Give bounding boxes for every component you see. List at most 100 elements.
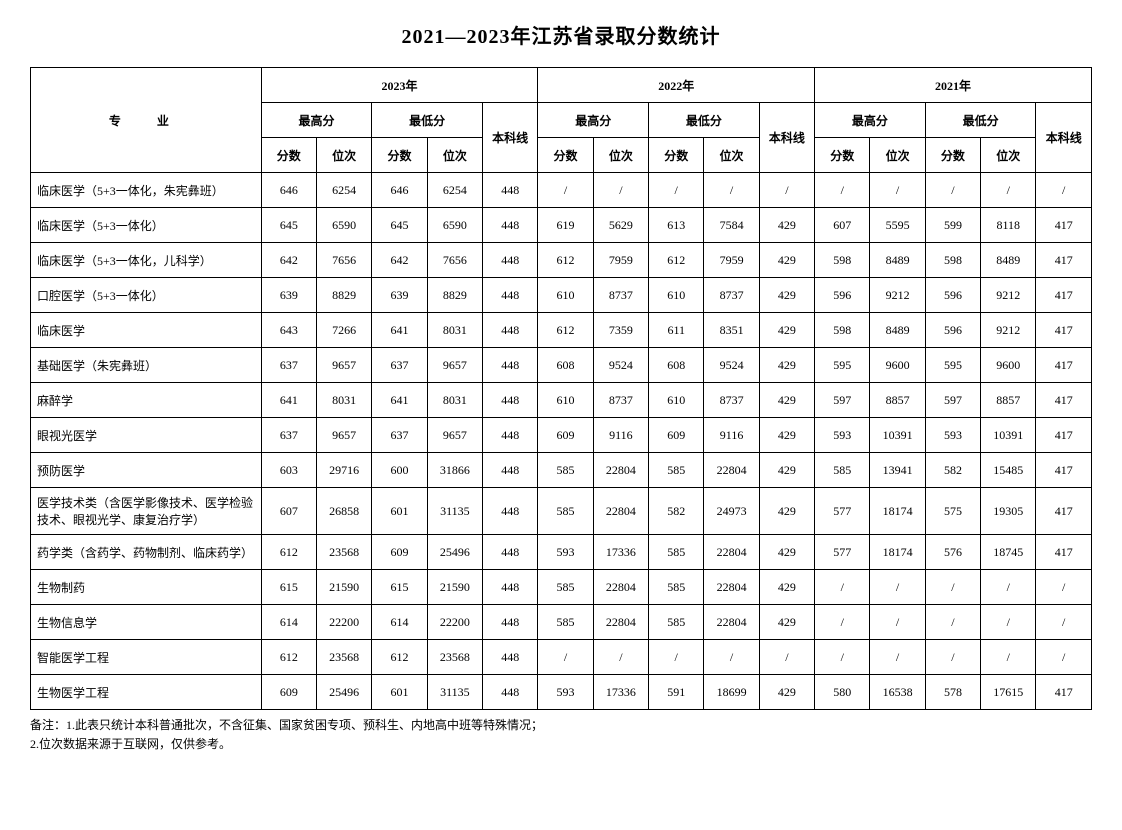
data-cell: 417 [1036,535,1092,570]
header-min-2022: 最低分 [649,103,760,138]
data-cell: 6254 [427,173,482,208]
data-cell: 8031 [316,383,371,418]
data-cell: 448 [483,313,538,348]
header-rank: 位次 [704,138,759,173]
data-cell: 24973 [704,488,759,535]
data-cell: 575 [925,488,980,535]
data-cell: 608 [538,348,593,383]
table-row: 麻醉学6418031641803144861087376108737429597… [31,383,1092,418]
data-cell: / [1036,605,1092,640]
data-cell: 9657 [427,348,482,383]
data-cell: 643 [261,313,316,348]
header-max-2023: 最高分 [261,103,372,138]
data-cell: 417 [1036,453,1092,488]
data-cell: / [649,640,704,675]
data-cell: 448 [483,640,538,675]
data-cell: 611 [649,313,704,348]
data-cell: 448 [483,605,538,640]
data-cell: / [870,173,925,208]
page-title: 2021—2023年江苏省录取分数统计 [30,20,1092,49]
data-cell: 8031 [427,383,482,418]
data-cell: 646 [261,173,316,208]
data-cell: 7584 [704,208,759,243]
data-cell: / [815,640,870,675]
data-cell: 23568 [427,640,482,675]
data-cell: / [815,570,870,605]
data-cell: 18745 [981,535,1036,570]
data-cell: 8737 [704,278,759,313]
data-cell: 8829 [316,278,371,313]
data-cell: 448 [483,243,538,278]
data-cell: 641 [372,313,427,348]
footnote-1: 备注：1.此表只统计本科普通批次，不含征集、国家贫困专项、预科生、内地高中班等特… [30,716,1092,735]
data-cell: 8489 [870,243,925,278]
major-cell: 眼视光医学 [31,418,262,453]
data-cell: 429 [759,243,814,278]
data-cell: 609 [538,418,593,453]
data-cell: 429 [759,208,814,243]
data-cell: / [981,640,1036,675]
table-row: 生物信息学61422200614222004485852280458522804… [31,605,1092,640]
data-cell: / [538,640,593,675]
data-cell: 448 [483,675,538,710]
data-cell: 9524 [593,348,648,383]
data-cell: 31135 [427,488,482,535]
header-major: 专 业 [31,68,262,173]
data-cell: 578 [925,675,980,710]
data-cell: 577 [815,535,870,570]
data-cell: 15485 [981,453,1036,488]
data-cell: 31135 [427,675,482,710]
major-cell: 口腔医学（5+3一体化） [31,278,262,313]
data-cell: 17336 [593,675,648,710]
data-cell: 610 [649,278,704,313]
data-cell: 9212 [981,278,1036,313]
data-cell: 601 [372,488,427,535]
header-score: 分数 [261,138,316,173]
data-cell: 25496 [427,535,482,570]
data-cell: 429 [759,605,814,640]
data-cell: 429 [759,675,814,710]
data-cell: 613 [649,208,704,243]
data-cell: 429 [759,418,814,453]
data-cell: 429 [759,278,814,313]
data-cell: 7656 [316,243,371,278]
data-cell: 607 [815,208,870,243]
data-cell: 619 [538,208,593,243]
data-cell: 582 [649,488,704,535]
data-cell: 9657 [427,418,482,453]
data-cell: 597 [815,383,870,418]
data-cell: 23568 [316,535,371,570]
data-cell: 417 [1036,348,1092,383]
data-cell: 22804 [704,535,759,570]
data-cell: 429 [759,488,814,535]
data-cell: / [925,570,980,605]
data-cell: 448 [483,570,538,605]
data-cell: 609 [649,418,704,453]
data-cell: / [925,173,980,208]
data-cell: 576 [925,535,980,570]
data-cell: 595 [925,348,980,383]
data-cell: / [870,570,925,605]
data-cell: 637 [372,418,427,453]
table-row: 临床医学（5+3一体化，儿科学）642765664276564486127959… [31,243,1092,278]
data-cell: 417 [1036,383,1092,418]
data-cell: 417 [1036,243,1092,278]
data-cell: 615 [372,570,427,605]
data-cell: 448 [483,383,538,418]
data-cell: 429 [759,570,814,605]
major-cell: 智能医学工程 [31,640,262,675]
table-row: 眼视光医学63796576379657448609911660991164295… [31,418,1092,453]
data-cell: 448 [483,535,538,570]
data-cell: 5595 [870,208,925,243]
data-cell: 601 [372,675,427,710]
data-cell: 600 [372,453,427,488]
data-cell: 6254 [316,173,371,208]
data-cell: / [981,605,1036,640]
data-cell: / [925,640,980,675]
data-cell: 8489 [870,313,925,348]
major-cell: 生物制药 [31,570,262,605]
data-cell: 610 [538,278,593,313]
header-rank: 位次 [593,138,648,173]
data-cell: 585 [538,488,593,535]
data-cell: 609 [261,675,316,710]
